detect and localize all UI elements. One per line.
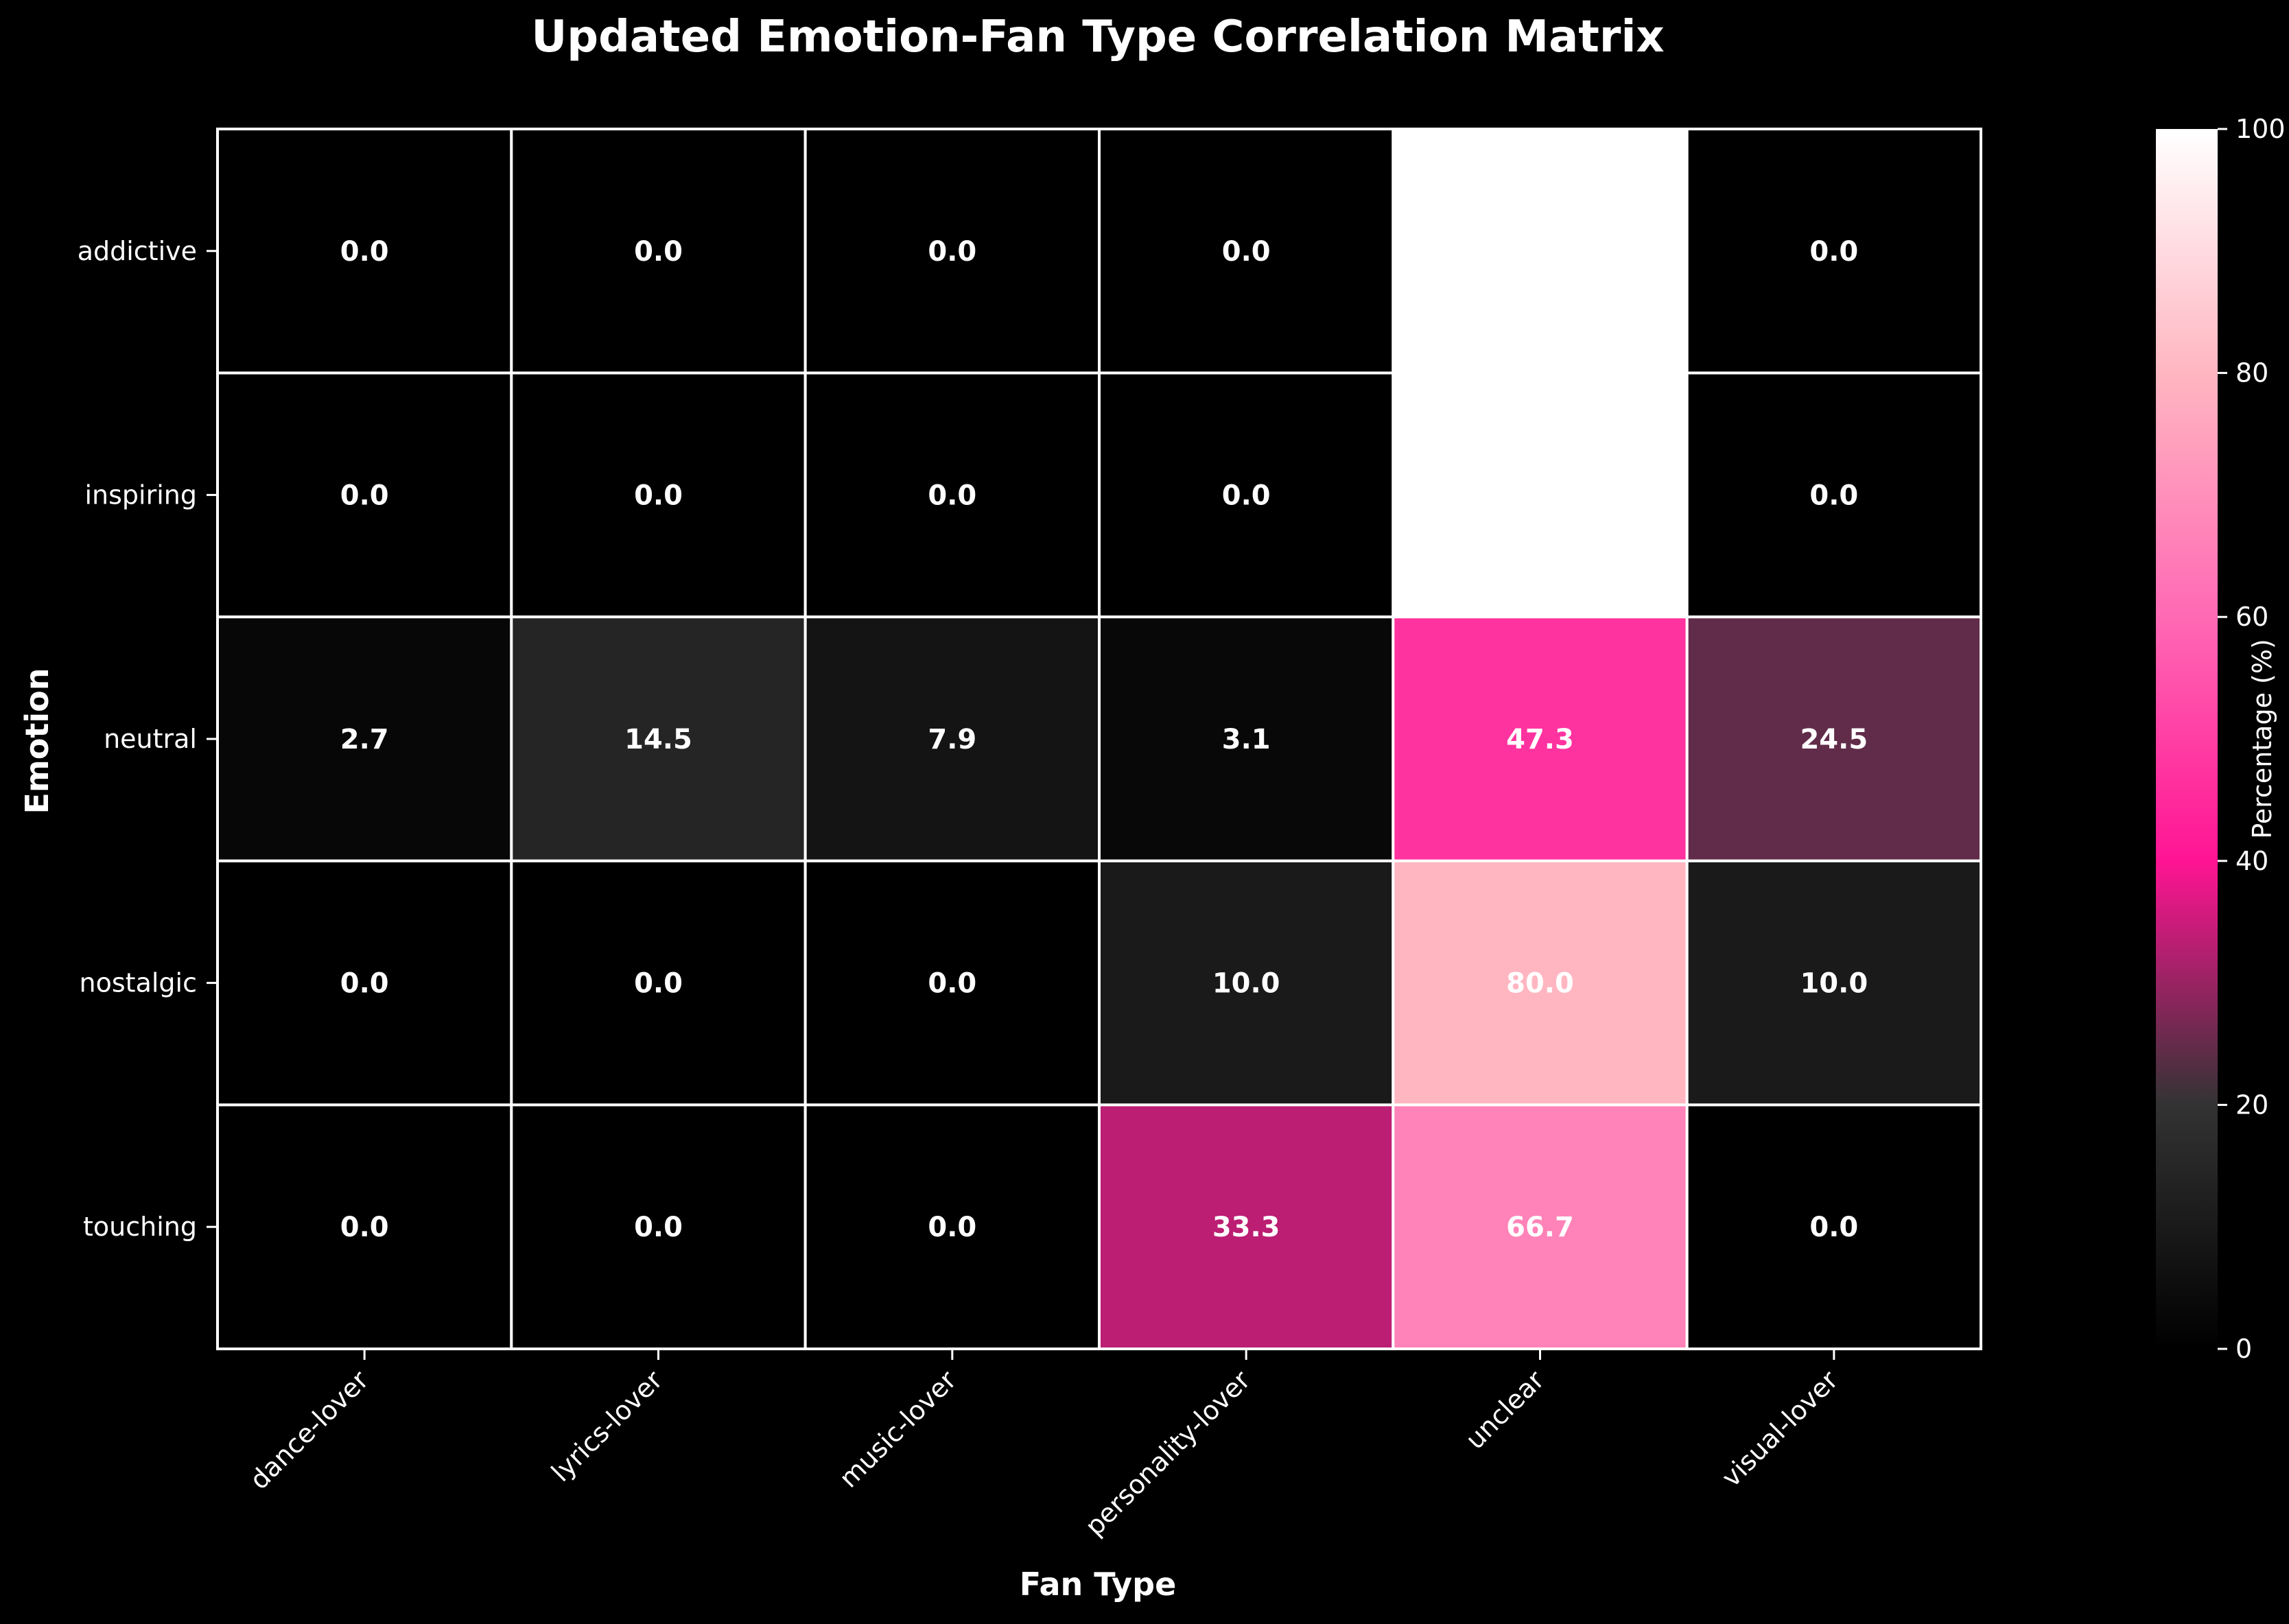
heatmap-cell-addictive-unclear: [1392, 128, 1689, 375]
cell-value-label: 3.1: [1222, 724, 1271, 755]
colorbar-ticks: 0 20 40 60 80 100: [2218, 114, 2286, 1364]
cell-value-label: 0.0: [634, 480, 683, 511]
cell-value-label: 0.0: [928, 236, 976, 268]
x-tick-label: unclear: [1459, 1365, 1550, 1455]
heatmap-cell-touching-dance-lover: [216, 1103, 513, 1351]
cell-value-label: 33.3: [1212, 1212, 1280, 1243]
heatmap-cell-neutral-lyrics-lover: [510, 615, 807, 862]
cell-value-label: 66.7: [1506, 1212, 1574, 1243]
heatmap-cell-addictive-personality-lover: [1098, 128, 1395, 375]
cell-value-label: 0.0: [634, 1212, 683, 1243]
y-tick-label: touching: [83, 1212, 197, 1242]
heatmap-cell-addictive-dance-lover: [216, 128, 513, 375]
heatmap-cell-touching-unclear: [1392, 1103, 1689, 1351]
chart-title: Updated Emotion-Fan Type Correlation Mat…: [531, 12, 1664, 62]
heatmap-cell-nostalgic-lyrics-lover: [510, 859, 807, 1107]
colorbar-tick-label: 100: [2235, 114, 2286, 144]
x-axis-label: Fan Type: [1020, 1566, 1177, 1603]
cell-value-label: 0.0: [928, 480, 976, 511]
cell-value-label: 80.0: [1506, 968, 1574, 1000]
heatmap-cell-neutral-visual-lover: [1685, 615, 1983, 862]
cell-value-label: 0.0: [340, 236, 389, 268]
cell-value-label: 0.0: [928, 968, 976, 1000]
x-axis-ticks: dance-lover lyrics-lover music-lover person…: [244, 1349, 1844, 1542]
y-tick-label: inspiring: [84, 480, 197, 510]
heatmap-cell-nostalgic-unclear: [1392, 859, 1689, 1107]
colorbar: 0 20 40 60 80 100 Percentage (%): [2156, 114, 2286, 1364]
cell-value-label: 2.7: [340, 724, 389, 755]
x-tick-label: visual-lover: [1716, 1365, 1844, 1493]
heatmap-cell-inspiring-visual-lover: [1685, 371, 1983, 619]
colorbar-tick-label: 0: [2235, 1334, 2252, 1364]
x-tick-label: personality-lover: [1079, 1365, 1256, 1542]
cell-value-label: 14.5: [624, 724, 692, 755]
cell-value-labels: 0.0 0.0 0.0 0.0 0.0 0.0 0.0 0.0 0.0 0.0 2.7 14.5 7.9…: [340, 236, 1868, 1243]
colorbar-tick-label: 80: [2235, 358, 2268, 388]
cell-value-label: 0.0: [634, 236, 683, 268]
cell-value-label: 0.0: [1809, 480, 1858, 511]
y-tick-label: addictive: [78, 236, 197, 266]
heatmap-cell-addictive-lyrics-lover: [510, 128, 807, 375]
cell-value-label: 0.0: [340, 480, 389, 511]
cell-value-label: 24.5: [1800, 724, 1868, 755]
heatmap-cell-inspiring-unclear: [1392, 371, 1689, 619]
cell-value-label: 0.0: [1809, 236, 1858, 268]
cell-value-label: 47.3: [1506, 724, 1574, 755]
heatmap-cell-nostalgic-dance-lover: [216, 859, 513, 1107]
cell-value-label: 0.0: [1809, 1212, 1858, 1243]
colorbar-tick-label: 40: [2235, 846, 2268, 876]
heatmap-cell-inspiring-music-lover: [803, 371, 1101, 619]
heatmap-cell-neutral-personality-lover: [1098, 615, 1395, 862]
heatmap-cells: [216, 128, 1983, 1351]
heatmap-cell-neutral-unclear: [1392, 615, 1689, 862]
colorbar-gradient: [2156, 129, 2218, 1349]
heatmap-cell-touching-music-lover: [803, 1103, 1101, 1351]
y-axis-label: Emotion: [19, 668, 56, 814]
heatmap-cell-neutral-music-lover: [803, 615, 1101, 862]
colorbar-label: Percentage (%): [2247, 639, 2277, 839]
colorbar-tick-label: 20: [2235, 1090, 2268, 1120]
heatmap-cell-touching-visual-lover: [1685, 1103, 1983, 1351]
y-axis-ticks: addictive inspiring neutral nostalgic touchi…: [78, 236, 218, 1242]
cell-value-label: 7.9: [928, 724, 976, 755]
heatmap-cell-nostalgic-music-lover: [803, 859, 1101, 1107]
heatmap-cell-addictive-visual-lover: [1685, 128, 1983, 375]
heatmap-cell-nostalgic-visual-lover: [1685, 859, 1983, 1107]
heatmap-cell-nostalgic-personality-lover: [1098, 859, 1395, 1107]
cell-value-label: 10.0: [1212, 968, 1280, 1000]
cell-value-label: 0.0: [340, 1212, 389, 1243]
x-tick-label: lyrics-lover: [545, 1365, 668, 1487]
y-tick-label: neutral: [104, 724, 197, 754]
cell-value-label: 10.0: [1800, 968, 1868, 1000]
x-tick-label: dance-lover: [244, 1365, 374, 1495]
heatmap-cell-addictive-music-lover: [803, 128, 1101, 375]
heatmap-cell-inspiring-dance-lover: [216, 371, 513, 619]
cell-value-label: 0.0: [1222, 480, 1271, 511]
y-tick-label: nostalgic: [80, 968, 197, 998]
x-tick-label: music-lover: [834, 1365, 963, 1494]
cell-value-label: 0.0: [634, 968, 683, 1000]
cell-value-label: 0.0: [1222, 236, 1271, 268]
cell-value-label: 0.0: [928, 1212, 976, 1243]
cell-value-label: 0.0: [340, 968, 389, 1000]
colorbar-tick-label: 60: [2235, 602, 2268, 632]
